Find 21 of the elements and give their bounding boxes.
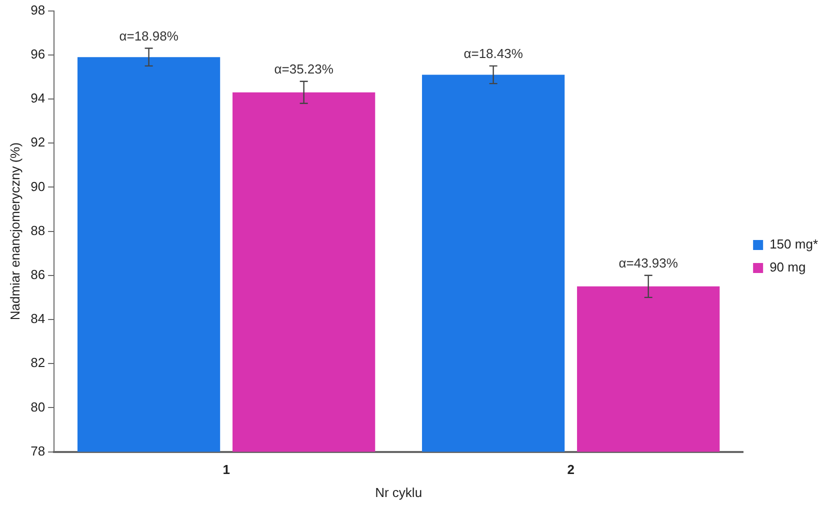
y-tick-label: 84 <box>30 311 46 326</box>
y-tick-label: 92 <box>30 134 46 150</box>
annotation: α=18.43% <box>464 46 524 62</box>
y-axis-title: Nadmiar enancjomeryczny (%) <box>7 142 22 320</box>
legend-label: 150 mg* <box>770 236 818 252</box>
x-tick-label: 2 <box>567 462 574 478</box>
y-tick-label: 98 <box>30 2 46 18</box>
y-tick-label: 80 <box>30 399 46 414</box>
y-tick-label: 96 <box>30 46 46 62</box>
annotation: α=43.93% <box>618 255 678 270</box>
y-tick-label: 90 <box>30 178 46 194</box>
y-tick-label: 86 <box>30 266 46 282</box>
y-tick-label: 78 <box>30 443 46 458</box>
y-tick-label: 94 <box>30 90 46 106</box>
legend-label: 90 mg <box>770 260 806 275</box>
y-tick-label: 88 <box>30 222 46 238</box>
y-tick-label: 82 <box>30 355 46 370</box>
annotation: α=18.98% <box>119 28 179 44</box>
x-axis-title: Nr cyklu <box>375 484 422 500</box>
annotation: α=35.23% <box>274 61 334 76</box>
x-tick-label: 1 <box>222 462 230 478</box>
